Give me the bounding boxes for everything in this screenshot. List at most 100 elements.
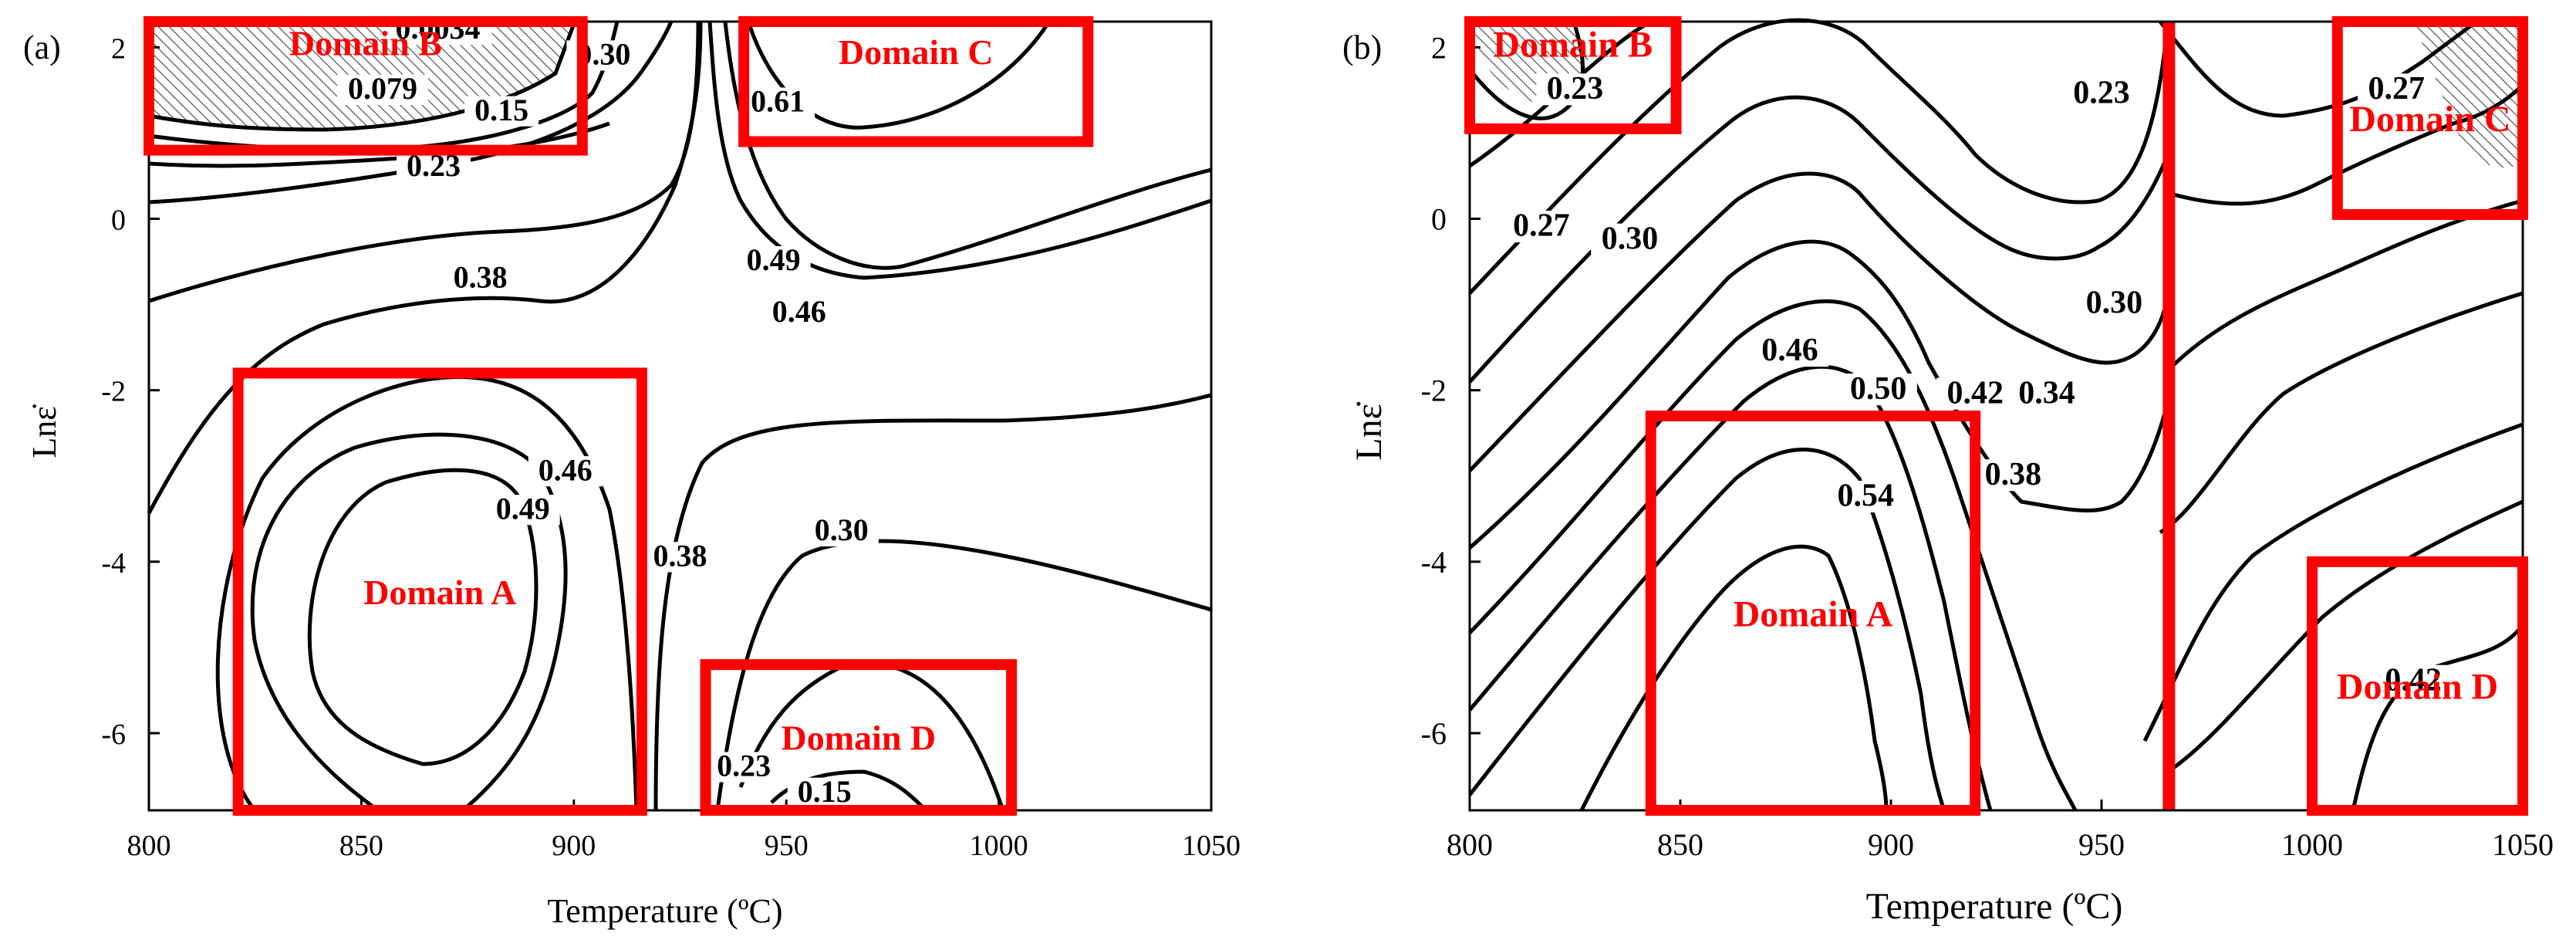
contour-line	[1468, 95, 2170, 384]
hatched-region-b-right	[2415, 22, 2523, 168]
contour-line	[1579, 544, 1889, 812]
y-axis-title-b: Lnε̇	[1349, 401, 1389, 460]
contour-label-bg	[528, 456, 603, 487]
x-tick-label: 850	[1657, 827, 1703, 862]
domain-box	[2331, 16, 2529, 220]
contour-line	[746, 20, 1052, 130]
contour-label: 0.42	[1946, 375, 2004, 411]
contour-label: 0.30	[1602, 221, 1659, 256]
contour-label-bg	[397, 151, 471, 182]
domain-label: Domain B	[289, 24, 442, 63]
contour-label: 0.15	[798, 774, 852, 809]
x-tick-label: 850	[339, 830, 383, 862]
contour-label: 0.15	[474, 93, 528, 127]
contour-label: 0.46	[1761, 333, 1818, 368]
contour-line	[2351, 624, 2524, 811]
x-tick-label: 900	[552, 830, 596, 862]
contour-label-bg	[804, 516, 879, 547]
contour-label: 0.54	[1837, 478, 1894, 514]
contour-label: 0.30	[815, 512, 869, 547]
x-tick-label: 1000	[2281, 827, 2343, 862]
contour-line	[2159, 291, 2524, 535]
x-axis-title-a: Temperature (ºC)	[548, 892, 783, 930]
ticks-a: 800 850 900 950 1000 1050 2 0 -2 -4 -6	[101, 32, 1241, 862]
domain-box	[700, 659, 1018, 816]
contour-labels-a: 0.00340.0790.150.300.610.230.490.460.380…	[336, 11, 879, 809]
panel-b: (b) 0.23 0.23 0.270.27 0.300.300.460.50 0.	[1342, 16, 2554, 927]
contour-line	[1468, 448, 1946, 811]
contour-line	[250, 432, 568, 813]
contour-label-bg	[707, 752, 782, 783]
contour-label-bg	[1751, 335, 1829, 367]
y-tick-label: -2	[101, 376, 126, 408]
domain-label: Domain A	[1734, 593, 1893, 634]
x-tick-label: 1050	[1182, 830, 1241, 862]
y-tick-label: 2	[111, 32, 126, 65]
contour-label-bg	[1974, 459, 2052, 492]
y-tick-label: -6	[1421, 716, 1447, 751]
contour-label-bg	[736, 245, 811, 277]
x-tick-label: 1050	[2492, 827, 2554, 862]
contour-label: 0.34	[2018, 375, 2075, 411]
contour-label: 0.38	[653, 538, 707, 573]
panel-a: (a) 0.00340.0790.150.300.610.230.490.460…	[23, 11, 1241, 930]
y-tick-label: 2	[1431, 30, 1447, 65]
domain-box	[2307, 556, 2528, 816]
contour-label: 0.23	[1547, 71, 1604, 106]
contour-label-bg	[741, 87, 815, 118]
domain-label: Domain A	[363, 573, 516, 612]
domain-box	[1645, 411, 1981, 816]
domain-label: Domain C	[839, 32, 994, 72]
contour-line	[1468, 239, 2170, 549]
y-tick-label: 0	[111, 205, 126, 237]
domain-label: Domain D	[2337, 667, 2498, 708]
contour-label-bg	[443, 263, 518, 294]
x-tick-label: 1000	[970, 830, 1028, 862]
contour-label-bg	[1591, 223, 1669, 255]
contour-label: 0.61	[751, 84, 805, 119]
contour-label: 0.27	[2368, 71, 2425, 106]
contour-label: 0.079	[348, 71, 417, 106]
contour-label-bg	[2374, 664, 2453, 697]
x-tick-label: 800	[127, 830, 171, 862]
contour-label-bg	[336, 74, 428, 105]
y-tick-label: -6	[101, 718, 126, 751]
contour-line	[707, 21, 1212, 280]
domains-b: Domain B Domain C Domain A Domain D	[1464, 16, 2529, 816]
contour-label-bg	[643, 542, 717, 573]
contour-line	[2142, 422, 2524, 742]
x-tick-label: 800	[1447, 827, 1493, 862]
panel-label-b: (b)	[1342, 29, 1382, 66]
contour-label-bg	[1827, 480, 1905, 513]
domain-box	[143, 16, 588, 156]
domain-box	[232, 367, 647, 816]
domains-a: Domain B Domain C Domain A Domain D	[143, 16, 1094, 816]
y-tick-label: -4	[1421, 545, 1447, 580]
contour-line	[653, 393, 1212, 811]
domain-label: Domain B	[1493, 25, 1653, 66]
plot-frame-a	[147, 20, 1213, 812]
contour-line	[2167, 83, 2524, 206]
domain-box	[1464, 16, 1682, 134]
contour-line	[1468, 171, 2170, 472]
y-axis-title-a: Lnε̇	[25, 404, 63, 458]
contour-labels-b: 0.23 0.23 0.27 0.27 0.30 0.30 0.46 0.50 0.42 0.34…	[1502, 71, 2453, 698]
x-axis-title-b: Temperature (ºC)	[1866, 886, 2123, 927]
x-tick-label: 950	[765, 830, 809, 862]
contour-label: 0.30	[2086, 286, 2143, 321]
contour-label: 0.38	[454, 259, 508, 294]
contour-line	[307, 468, 538, 766]
contour-line	[148, 121, 610, 168]
contour-label: 0.42	[2385, 662, 2442, 698]
contour-label-bg	[1502, 210, 1581, 243]
x-tick-label: 950	[2078, 827, 2125, 862]
contour-label-bg	[1536, 73, 1614, 106]
domain-label: Domain C	[2349, 99, 2510, 140]
domain-box	[738, 16, 1094, 147]
contour-label: 0.49	[496, 491, 550, 526]
contour-label: 0.46	[538, 452, 593, 487]
contour-label: 0.27	[1513, 208, 1570, 244]
y-tick-label: 0	[1431, 202, 1447, 237]
contour-label: 0.38	[1985, 457, 2042, 492]
